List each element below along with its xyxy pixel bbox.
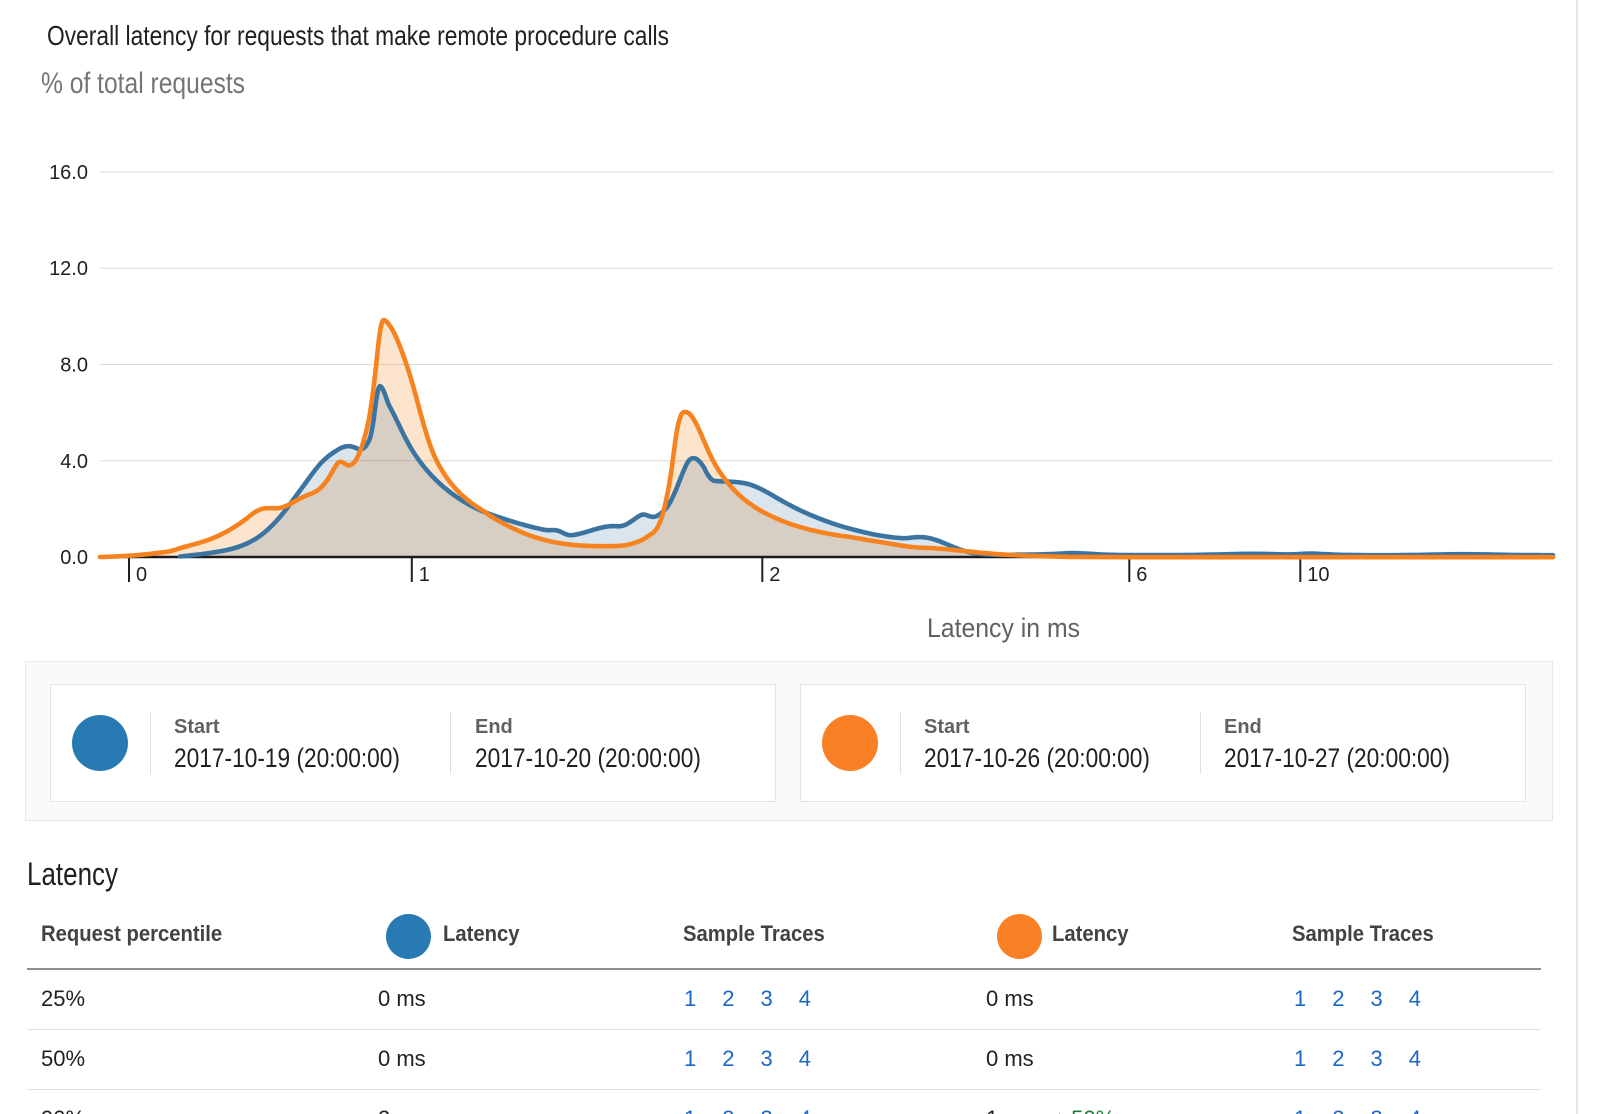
svg-text:0.0: 0.0	[60, 547, 88, 569]
svg-text:10: 10	[1307, 564, 1329, 586]
svg-text:12.0: 12.0	[49, 258, 88, 280]
svg-text:16.0: 16.0	[49, 162, 88, 184]
svg-text:Latency in ms: Latency in ms	[927, 613, 1080, 643]
svg-text:0: 0	[136, 564, 147, 586]
svg-text:2: 2	[769, 564, 780, 586]
svg-text:6: 6	[1136, 564, 1147, 586]
svg-text:4.0: 4.0	[60, 451, 88, 473]
svg-text:8.0: 8.0	[60, 355, 88, 377]
svg-text:1: 1	[419, 564, 430, 586]
